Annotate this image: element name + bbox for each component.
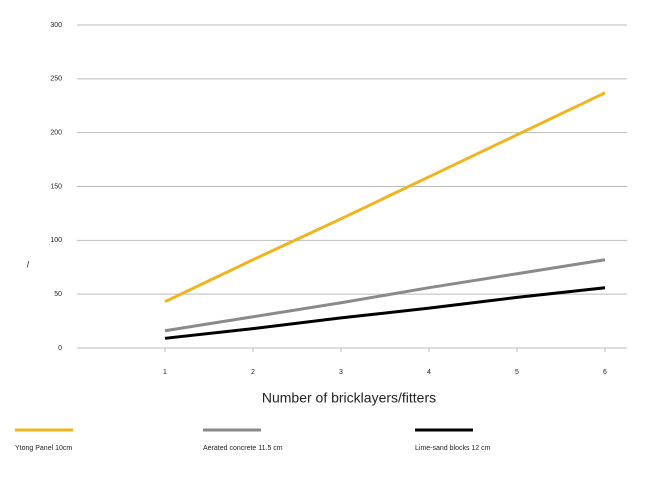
y-tick-label: 150: [50, 183, 62, 190]
x-tick-label: 5: [515, 369, 519, 376]
x-tick-label: 6: [603, 369, 607, 376]
y-tick-label: 250: [50, 76, 62, 83]
y-tick-label: 300: [50, 22, 62, 29]
series-line: [164, 258, 606, 333]
x-tick-label: 3: [339, 369, 343, 376]
y-tick-label: 100: [50, 237, 62, 244]
x-axis-label: Number of bricklayers/fitters: [262, 390, 436, 406]
x-tick-label: 1: [163, 369, 167, 376]
legend-label: Aerated concrete 11.5 cm: [203, 445, 283, 452]
series-line: [164, 286, 606, 340]
series-line: [164, 91, 606, 304]
y-axis-label: /: [27, 259, 30, 269]
y-tick-label: 0: [58, 345, 62, 352]
x-tick-label: 4: [427, 369, 431, 376]
x-tick-label: 2: [251, 369, 255, 376]
legend-label: Lime-sand blocks 12 cm: [415, 445, 491, 452]
y-tick-label: 50: [54, 291, 62, 298]
y-tick-label: 200: [50, 130, 62, 137]
legend-label: Ytong Panel 10cm: [15, 445, 72, 452]
